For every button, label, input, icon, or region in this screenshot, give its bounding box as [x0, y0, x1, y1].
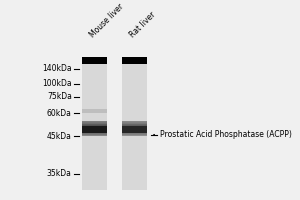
Text: 45kDa: 45kDa: [47, 132, 72, 141]
Bar: [82, 127, 107, 128]
Bar: [122, 134, 147, 135]
Bar: [122, 123, 147, 124]
Bar: [82, 109, 107, 113]
Text: 140kDa: 140kDa: [42, 64, 72, 73]
Bar: [82, 124, 107, 125]
Bar: [122, 132, 147, 133]
Bar: [82, 123, 107, 124]
Bar: [82, 131, 107, 132]
Bar: [122, 126, 147, 133]
Bar: [122, 64, 147, 190]
Bar: [122, 125, 147, 126]
Bar: [82, 126, 107, 133]
Bar: [82, 126, 107, 127]
Bar: [122, 130, 147, 131]
Bar: [82, 128, 107, 129]
Bar: [122, 126, 147, 127]
Text: 35kDa: 35kDa: [47, 169, 72, 178]
Bar: [82, 129, 107, 130]
Bar: [122, 128, 147, 129]
Text: 100kDa: 100kDa: [42, 79, 72, 88]
Bar: [82, 125, 107, 126]
Bar: [122, 131, 147, 132]
Text: Prostatic Acid Phosphatase (ACPP): Prostatic Acid Phosphatase (ACPP): [160, 130, 292, 139]
Bar: [122, 122, 147, 123]
Bar: [122, 127, 147, 128]
Bar: [82, 134, 107, 135]
Bar: [82, 122, 107, 123]
Bar: [122, 121, 147, 122]
Bar: [122, 133, 147, 134]
Bar: [122, 124, 147, 125]
Bar: [82, 133, 107, 134]
Bar: [82, 121, 107, 122]
Text: Rat liver: Rat liver: [128, 10, 158, 39]
Bar: [122, 129, 147, 130]
Bar: [82, 132, 107, 133]
Bar: [82, 64, 107, 190]
Bar: [122, 57, 147, 64]
Text: 60kDa: 60kDa: [47, 109, 72, 118]
Bar: [82, 57, 107, 64]
Text: 75kDa: 75kDa: [47, 92, 72, 101]
Bar: [82, 135, 107, 136]
Bar: [122, 135, 147, 136]
Bar: [82, 130, 107, 131]
Text: Mouse liver: Mouse liver: [88, 2, 125, 39]
